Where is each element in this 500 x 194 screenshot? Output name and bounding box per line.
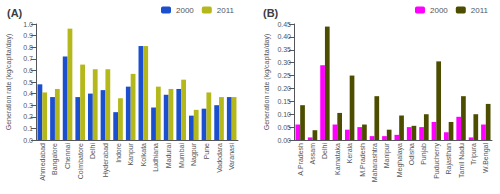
svg-text:2000: 2000	[430, 6, 448, 15]
svg-text:0.20: 0.20	[277, 85, 291, 92]
svg-text:2011: 2011	[217, 6, 235, 15]
svg-text:0.0: 0.0	[23, 137, 33, 144]
svg-text:Bangalore: Bangalore	[51, 143, 59, 175]
svg-text:Indore: Indore	[115, 143, 122, 163]
svg-text:Delhi: Delhi	[321, 143, 328, 159]
svg-text:Assam: Assam	[309, 143, 316, 165]
svg-text:Manipur: Manipur	[383, 142, 391, 168]
svg-text:Generation rate (kg/capita/day: Generation rate (kg/capita/day)	[5, 34, 13, 131]
svg-text:0.4: 0.4	[23, 90, 33, 97]
svg-text:0.9: 0.9	[23, 32, 33, 39]
svg-text:Pune: Pune	[203, 143, 210, 159]
svg-text:0.3: 0.3	[23, 102, 33, 109]
svg-text:1.0: 1.0	[23, 21, 33, 28]
svg-text:Coimbatore: Coimbatore	[77, 143, 84, 179]
svg-text:Punjab: Punjab	[420, 143, 428, 165]
svg-text:0.1: 0.1	[23, 125, 33, 132]
svg-text:Kanpur: Kanpur	[127, 142, 135, 165]
svg-text:Vadodara: Vadodara	[216, 143, 223, 173]
svg-text:2011: 2011	[471, 6, 489, 15]
svg-text:Nagpur: Nagpur	[190, 142, 198, 166]
svg-text:Odisha: Odisha	[408, 143, 415, 165]
svg-text:Tripura: Tripura	[470, 143, 478, 165]
svg-text:Ludhiana: Ludhiana	[152, 143, 159, 172]
svg-text:0.15: 0.15	[277, 98, 291, 105]
svg-text:Kolkata: Kolkata	[140, 143, 147, 166]
svg-text:Kerala: Kerala	[346, 143, 353, 163]
svg-text:0.2: 0.2	[23, 113, 33, 120]
svg-text:Maharashtra: Maharashtra	[371, 143, 378, 182]
svg-text:Ahmedabad: Ahmedabad	[39, 143, 46, 181]
svg-text:W.Bengal: W.Bengal	[482, 143, 490, 173]
svg-text:Karnataka: Karnataka	[334, 143, 341, 175]
svg-text:Puducherry: Puducherry	[433, 143, 441, 179]
svg-text:Rajasthan: Rajasthan	[445, 143, 453, 175]
svg-text:2000: 2000	[176, 6, 194, 15]
svg-text:Hyderabad: Hyderabad	[102, 143, 110, 177]
svg-text:0.5: 0.5	[23, 79, 33, 86]
svg-text:(A): (A)	[7, 7, 23, 19]
svg-text:Delhi: Delhi	[89, 143, 96, 159]
svg-text:0.05: 0.05	[277, 124, 291, 131]
svg-text:Mumbai: Mumbai	[178, 143, 185, 168]
svg-text:Varanasi: Varanasi	[228, 143, 235, 171]
svg-text:0.35: 0.35	[277, 46, 291, 53]
svg-text:Madurai: Madurai	[165, 143, 172, 169]
svg-text:0.8: 0.8	[23, 44, 33, 51]
svg-text:0.6: 0.6	[23, 67, 33, 74]
svg-text:(B): (B)	[263, 7, 279, 19]
svg-text:0.30: 0.30	[277, 59, 291, 66]
svg-text:0.00: 0.00	[277, 137, 291, 144]
svg-text:Generation rate (kg/capita/day: Generation rate (kg/capita/day)	[263, 34, 271, 131]
svg-text:A.Pradesh: A.Pradesh	[297, 143, 304, 176]
svg-text:Tamil Nadu: Tamil Nadu	[458, 143, 465, 178]
svg-text:0.25: 0.25	[277, 72, 291, 79]
svg-text:0.10: 0.10	[277, 111, 291, 118]
svg-text:Chennai: Chennai	[64, 143, 71, 170]
svg-text:0.40: 0.40	[277, 33, 291, 40]
svg-text:M.Pradesh: M.Pradesh	[359, 143, 366, 177]
svg-text:0.45: 0.45	[277, 21, 291, 28]
svg-text:Meghalaya: Meghalaya	[396, 143, 404, 177]
svg-text:0.7: 0.7	[23, 55, 33, 62]
